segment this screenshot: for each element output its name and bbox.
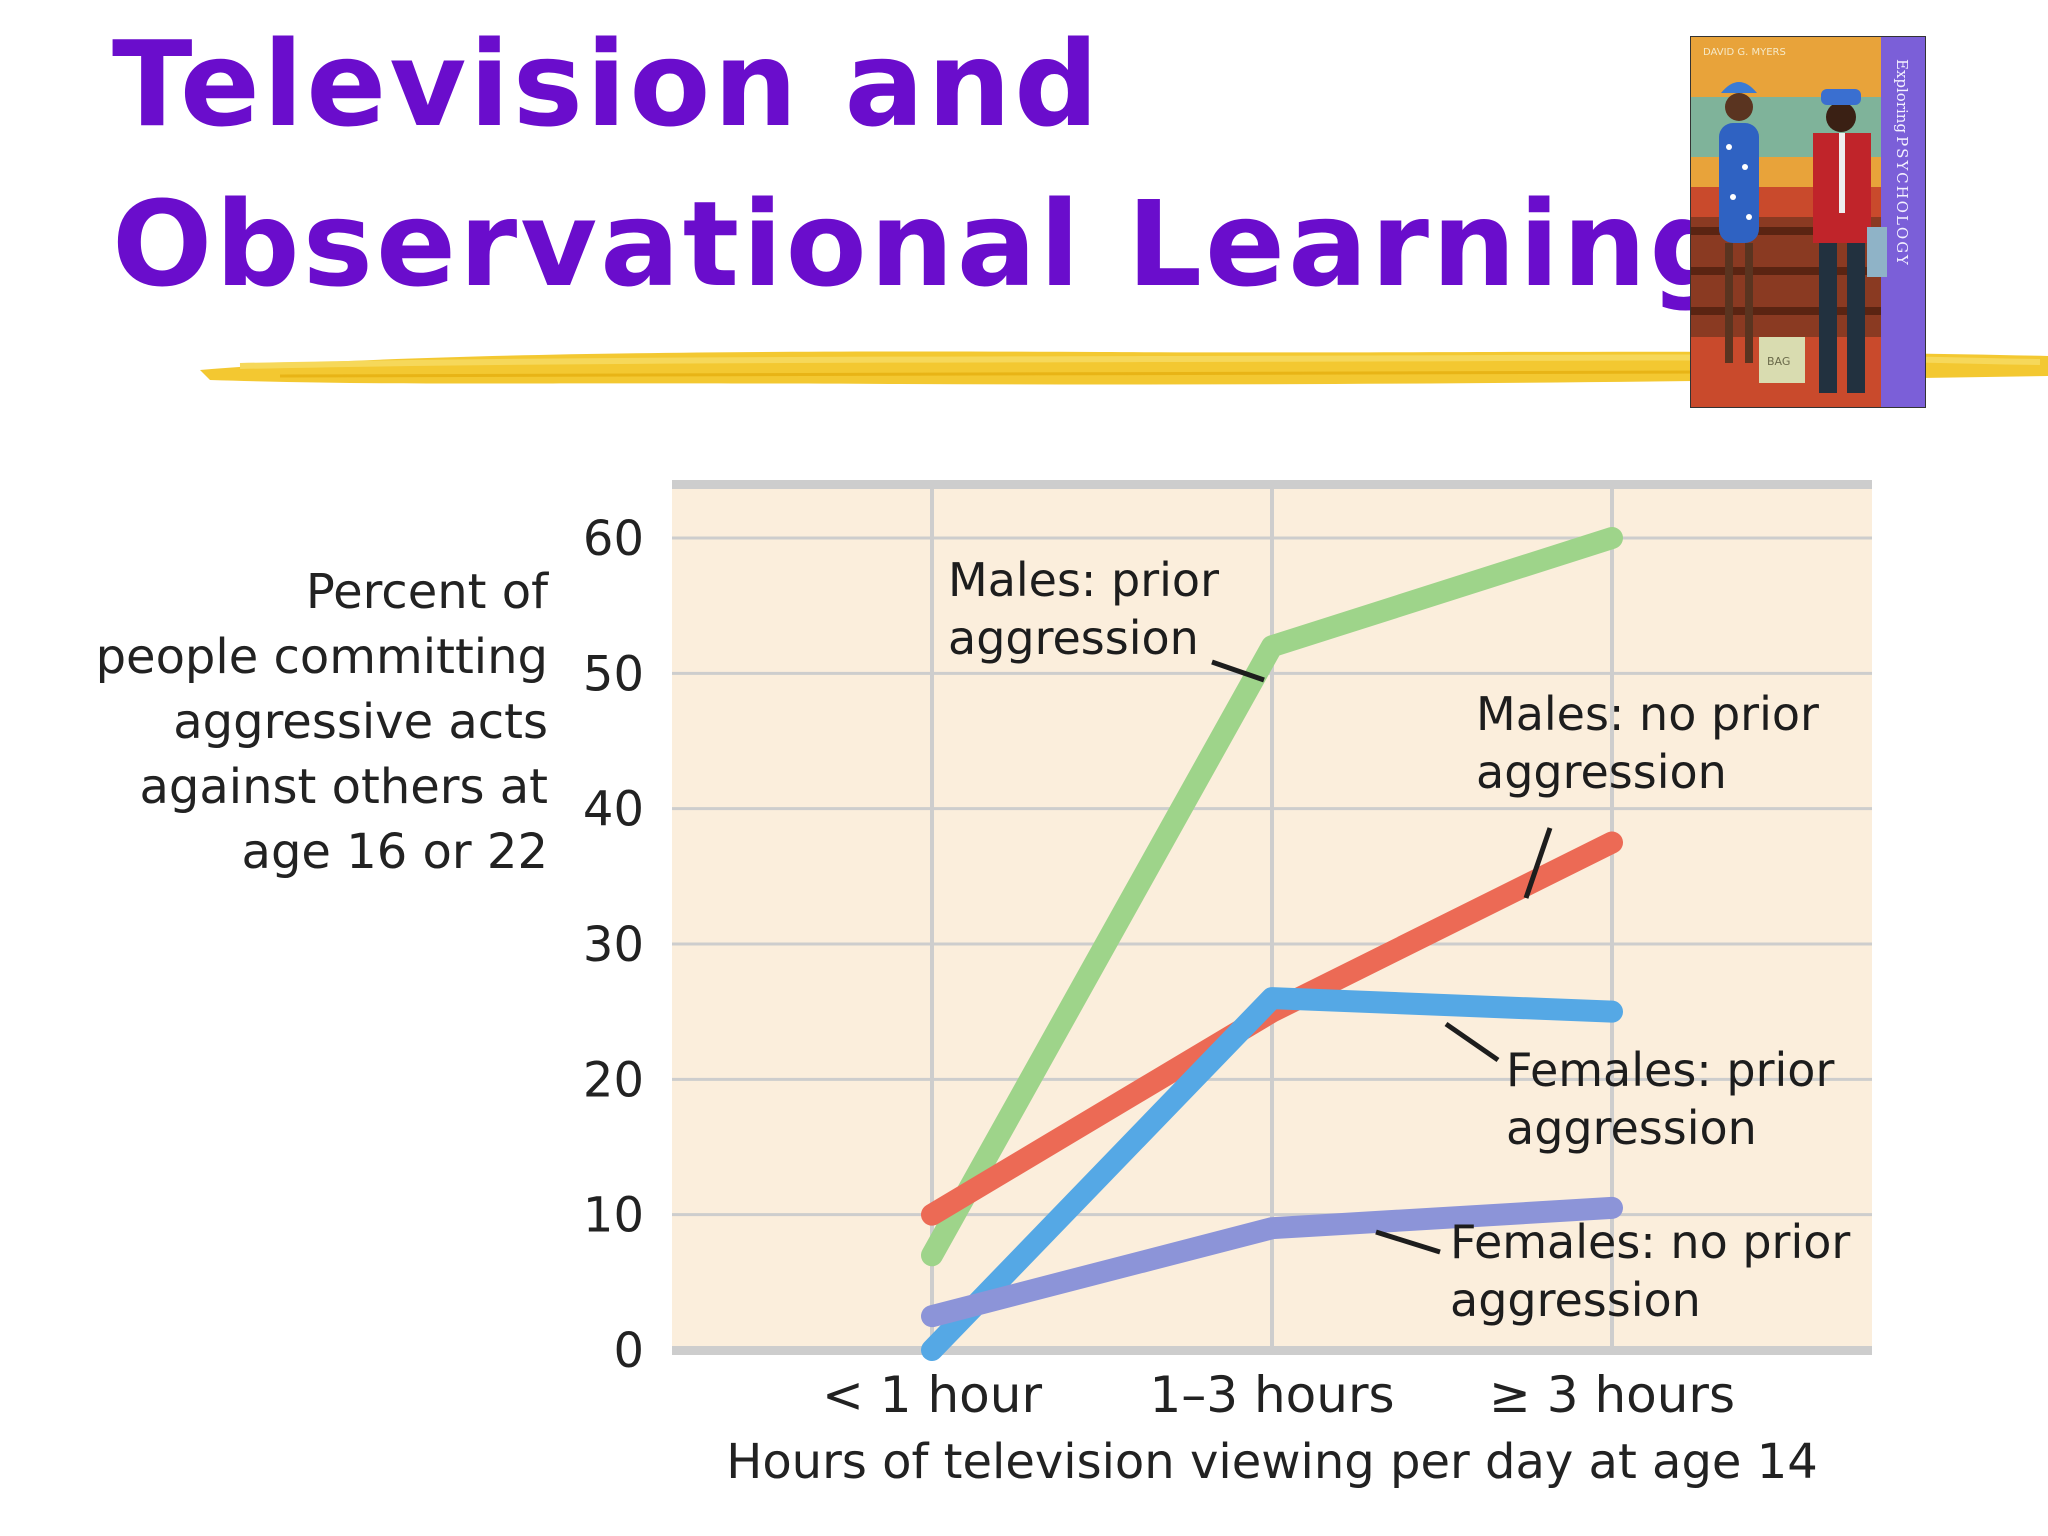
- y-tick-label: 40: [583, 782, 644, 838]
- x-axis-label: Hours of television viewing per day at a…: [726, 1434, 1818, 1490]
- chart-canvas: 0 10 20 30 40 50 60 < 1 hour 1–3 hours ≥ 3 hours…: [583, 480, 1872, 1490]
- x-axis-line: [672, 1346, 1872, 1355]
- y-tick-label: 50: [583, 646, 644, 702]
- y-axis-label-line-3: aggressive acts: [173, 694, 548, 750]
- y-axis-label-line-1: Percent of: [305, 564, 548, 620]
- series-line-males-prior: [921, 527, 1623, 1267]
- leader-line-females-prior: [1444, 1021, 1500, 1063]
- y-axis-label-line-5: age 16 or 22: [241, 824, 548, 880]
- series-label-females-no-prior-line-2: aggression: [1450, 1273, 1701, 1327]
- book-author: DAVID G. MYERS: [1703, 47, 1786, 58]
- y-tick-label: 20: [583, 1052, 644, 1108]
- x-tick-labels: < 1 hour 1–3 hours ≥ 3 hours: [822, 1366, 1735, 1424]
- x-tick-label: ≥ 3 hours: [1489, 1366, 1735, 1424]
- book-cover: DAVID G. MYERS Exploring PSYCHOLOGY BAG: [1690, 36, 1926, 408]
- leader-line-females-no-prior: [1375, 1229, 1441, 1255]
- series-label-males-no-prior-line-1: Males: no prior: [1476, 687, 1819, 741]
- book-spine-prefix: Exploring: [1893, 59, 1911, 133]
- title-line-1: Television and: [112, 15, 1102, 153]
- svg-text:ExploringPSYCHOLOGY: Exploring PSYCHOLOGY: [1893, 59, 1911, 267]
- y-axis-label: Percent of people committing aggressive …: [10, 560, 548, 885]
- y-tick-labels: 0 10 20 30 40 50 60: [583, 511, 644, 1379]
- series-label-males-prior-line-1: Males: prior: [948, 553, 1219, 607]
- series-label-males-no-prior-line-2: aggression: [1476, 745, 1727, 799]
- leader-line-males-prior: [1211, 659, 1265, 683]
- series-line-females-prior: [921, 987, 1623, 1361]
- book-spine-title: PSYCHOLOGY: [1893, 136, 1911, 267]
- series-lines: [921, 527, 1623, 1361]
- title-line-2: Observational Learning: [112, 175, 1737, 313]
- leader-line-males-no-prior: [1523, 827, 1553, 899]
- y-axis-label-line-2: people committing: [95, 629, 548, 685]
- series-label-females-prior-line-2: aggression: [1506, 1101, 1757, 1155]
- y-tick-label: 30: [583, 917, 644, 973]
- book-bag-label: BAG: [1767, 355, 1790, 368]
- plot-top-border: [672, 480, 1872, 489]
- x-tick-label: 1–3 hours: [1149, 1366, 1394, 1424]
- x-tick-label: < 1 hour: [822, 1366, 1042, 1424]
- series-label-females-no-prior-line-1: Females: no prior: [1450, 1215, 1850, 1269]
- series-label-males-prior-line-2: aggression: [948, 611, 1199, 665]
- aggression-line-chart: Percent of people committing aggressive …: [0, 440, 2048, 1536]
- y-tick-label: 60: [583, 511, 644, 567]
- y-tick-label: 0: [613, 1323, 644, 1379]
- series-label-females-prior-line-1: Females: prior: [1506, 1043, 1834, 1097]
- series-line-females-no-prior: [921, 1196, 1623, 1328]
- y-axis-label-line-4: against others at: [139, 759, 548, 815]
- horizontal-grid: [672, 536, 1872, 1217]
- y-tick-label: 10: [583, 1188, 644, 1244]
- slide-title: Television and Observational Learning: [112, 4, 1737, 324]
